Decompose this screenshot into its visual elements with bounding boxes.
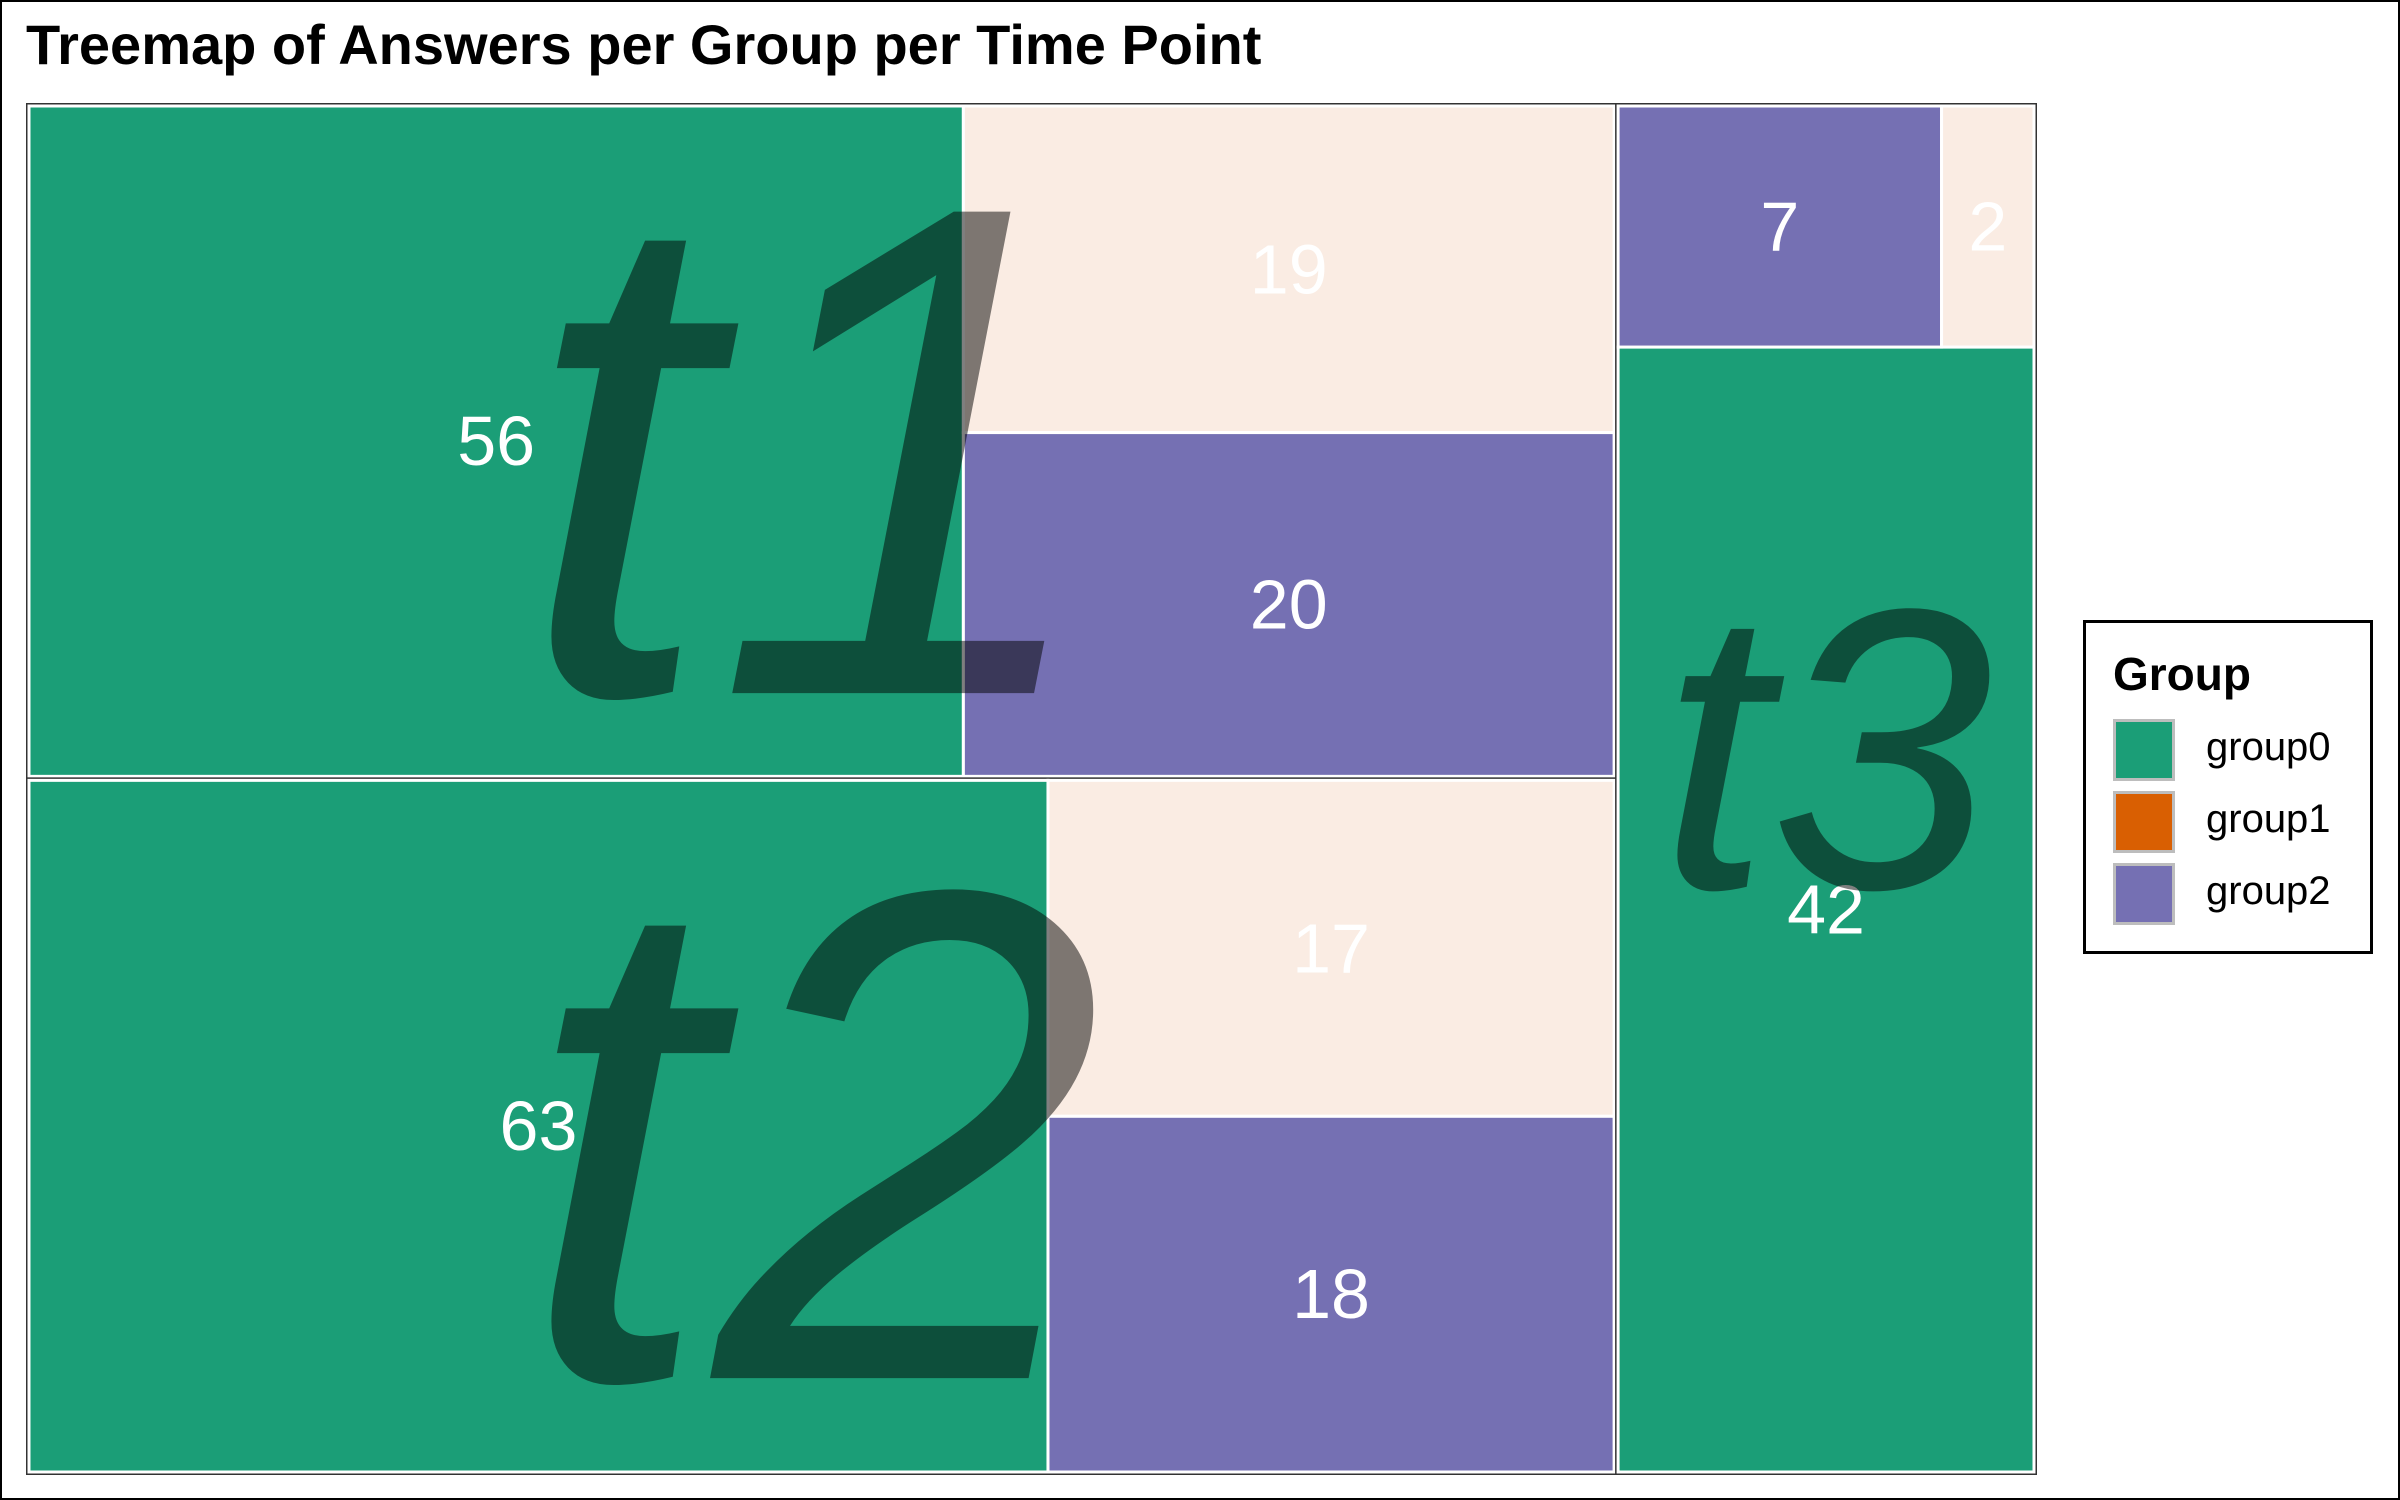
legend-label-group1: group1: [2206, 797, 2331, 841]
legend-label-group0: group0: [2206, 725, 2331, 769]
legend-swatch-group2: [2113, 863, 2175, 925]
group-label-t3: t3: [1659, 526, 1995, 973]
tile-value-label: 63: [500, 1087, 578, 1165]
tile-group0: [27, 104, 965, 778]
legend-title: Group: [2113, 648, 2251, 700]
tile-value-label: 20: [1250, 565, 1328, 643]
tile-group1: [1046, 778, 1616, 1118]
tile-value-label: 17: [1292, 909, 1370, 987]
tile-value-label: 42: [1787, 871, 1865, 949]
legend-item-group0: group0: [2113, 719, 2363, 785]
legend-item-group1: group1: [2113, 791, 2363, 857]
legend-label-group2: group2: [2206, 869, 2331, 913]
tile-group1: [1940, 104, 2036, 349]
tile-value-label: 2: [1968, 188, 2007, 266]
tile-group2: [1616, 104, 1944, 349]
legend: Group group0 group1 group2: [2083, 620, 2373, 954]
tile-value-label: 7: [1760, 188, 1799, 266]
legend-swatch-group0: [2113, 719, 2175, 781]
tile-group0: [27, 778, 1050, 1474]
chart-title: Treemap of Answers per Group per Time Po…: [26, 13, 1262, 76]
tile-group0: [1616, 345, 2036, 1474]
group-label-t1: t1: [520, 60, 1104, 842]
tile-group2: [961, 431, 1616, 778]
tile-value-label: 18: [1292, 1255, 1370, 1333]
legend-swatch-group1: [2113, 791, 2175, 853]
tile-value-label: 56: [457, 402, 535, 480]
tile-group2: [1046, 1114, 1616, 1474]
tile-group1: [961, 104, 1616, 435]
group-label-t2: t2: [520, 745, 1104, 1500]
legend-item-group2: group2: [2113, 863, 2363, 929]
group-border-t3: [1615, 103, 2037, 1475]
tile-value-label: 19: [1250, 230, 1328, 308]
